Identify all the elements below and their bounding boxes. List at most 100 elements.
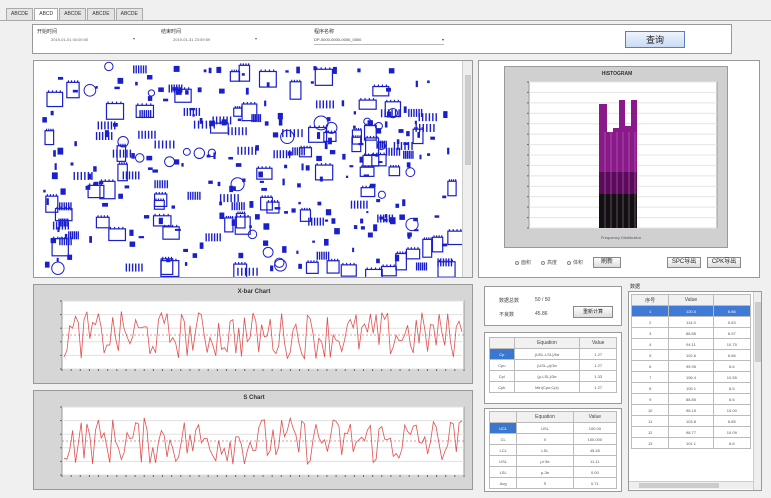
pin-mark bbox=[368, 185, 371, 188]
table-header-cell bbox=[489, 337, 515, 349]
data-list-hscrollbar-thumb[interactable] bbox=[639, 483, 719, 488]
table-row[interactable]: 8 105.1 8.5 bbox=[630, 382, 752, 394]
connector-pin bbox=[215, 116, 218, 125]
pcb-layout-panel[interactable] bbox=[33, 60, 473, 278]
table-row[interactable]: UCL USL 100.00 bbox=[488, 422, 618, 434]
refresh-button[interactable]: 刷新 bbox=[593, 257, 621, 268]
pin-mark bbox=[48, 128, 50, 131]
tab-3[interactable]: ABCDE bbox=[59, 8, 87, 20]
pin-mark bbox=[161, 192, 163, 195]
spc-export-button[interactable]: SPC导出 bbox=[667, 257, 701, 268]
table-row[interactable]: 2 114.0 5.83 bbox=[630, 316, 752, 328]
pad-mark bbox=[384, 214, 388, 218]
pad-mark bbox=[272, 132, 279, 138]
connector-pin bbox=[381, 140, 384, 149]
calendar-dropdown-icon[interactable]: ▾ bbox=[255, 36, 258, 41]
metric-radio-area[interactable]: 面积 bbox=[515, 259, 531, 266]
pin-mark bbox=[300, 145, 302, 148]
connector-pin bbox=[69, 231, 72, 240]
table-cell: 100.00 bbox=[572, 422, 618, 434]
recalculate-button[interactable]: 重新计算 bbox=[573, 306, 613, 318]
table-row[interactable]: 12 98.77 10.09 bbox=[630, 426, 752, 438]
connector-pin bbox=[397, 141, 399, 150]
table-row[interactable]: 4 94.11 10.75 bbox=[630, 338, 752, 350]
program-select[interactable]: DP-0000-0000-0000_0000 ▾ bbox=[314, 37, 444, 45]
table-row[interactable]: 11 103.8 6.85 bbox=[630, 415, 752, 427]
chip-outline bbox=[233, 107, 243, 117]
metric-radio-height[interactable]: 高度 bbox=[541, 259, 557, 266]
pin-mark bbox=[97, 215, 99, 218]
table-row[interactable]: Cpu (USL-μ)/3σ 1.27 bbox=[489, 359, 617, 371]
pin-mark bbox=[73, 80, 76, 83]
table-cell: 101.1 bbox=[668, 437, 714, 449]
table-row[interactable]: LCL LSL 45.45 bbox=[488, 444, 618, 456]
connector-pin bbox=[415, 262, 418, 271]
tab-4[interactable]: ABCDE bbox=[87, 8, 115, 20]
start-time-field[interactable]: 2019-01-01 00:00:00 bbox=[51, 37, 89, 42]
pin-mark bbox=[112, 179, 114, 182]
connector-pin bbox=[201, 120, 204, 129]
table-row[interactable]: LSL μ-3σ 0.00 bbox=[488, 466, 618, 478]
connector-pin bbox=[429, 123, 432, 132]
table-row[interactable]: 5 102.6 6.66 bbox=[630, 349, 752, 361]
pin-mark bbox=[368, 98, 370, 101]
table-row[interactable]: 3 88.85 6.97 bbox=[630, 327, 752, 339]
query-button[interactable]: 查询 bbox=[625, 31, 685, 48]
connector-pin bbox=[101, 132, 104, 141]
pad-mark bbox=[143, 215, 150, 219]
pin-mark bbox=[392, 164, 394, 167]
table-row[interactable]: 6 95.95 6.6 bbox=[630, 360, 752, 372]
chip-outline bbox=[238, 64, 251, 82]
connector-pin bbox=[158, 140, 160, 149]
pad-mark bbox=[414, 120, 417, 125]
pin-mark bbox=[268, 69, 271, 72]
table-row[interactable]: 1 120.0 6.86 bbox=[630, 305, 752, 317]
connector-pin bbox=[276, 150, 278, 159]
pcb-scrollbar-thumb[interactable] bbox=[465, 75, 471, 165]
tab-1[interactable]: ABCDE bbox=[6, 8, 34, 20]
connector-pin bbox=[178, 84, 180, 93]
cpk-export-button[interactable]: CPK导出 bbox=[707, 257, 741, 268]
tab-5[interactable]: ABCDE bbox=[115, 8, 143, 20]
table-row[interactable]: 7 106.4 10.55 bbox=[630, 371, 752, 383]
connector-pin bbox=[445, 258, 447, 267]
pin-mark bbox=[236, 106, 238, 109]
end-time-field[interactable]: 2019-01-31 23:59:59 bbox=[173, 37, 211, 42]
pcb-canvas[interactable] bbox=[34, 61, 462, 277]
connector-pin bbox=[154, 140, 156, 149]
pin-mark bbox=[329, 163, 331, 166]
table-row[interactable]: CL X 100.000 bbox=[488, 433, 618, 445]
table-row[interactable]: 13 101.1 6.6 bbox=[630, 437, 752, 449]
data-list-scrollbar[interactable] bbox=[753, 292, 761, 490]
calendar-dropdown-icon[interactable]: ▾ bbox=[133, 36, 136, 41]
metric-radio-volume[interactable]: 体积 bbox=[567, 259, 583, 266]
table-row[interactable]: Cpl (μ-LSL)/3σ 1.33 bbox=[489, 370, 617, 382]
pad-mark bbox=[237, 118, 242, 121]
table-cell: 13 bbox=[630, 437, 670, 449]
table-row[interactable]: USL μ+3σ 11.11 bbox=[488, 455, 618, 467]
pin-mark bbox=[316, 260, 318, 263]
connector-pin bbox=[61, 202, 63, 211]
pad-mark bbox=[332, 66, 337, 74]
connector-pin bbox=[161, 140, 164, 149]
pin-mark bbox=[125, 162, 128, 165]
data-list-scrollbar-thumb[interactable] bbox=[755, 302, 761, 362]
table-cell: 6.6 bbox=[712, 360, 752, 372]
pin-mark bbox=[164, 192, 166, 195]
pin-mark bbox=[50, 128, 52, 131]
tab-2[interactable]: ABCD bbox=[34, 8, 59, 21]
table-cell: Min(Cpu,Cpl) bbox=[513, 381, 581, 393]
table-cell: 1.33 bbox=[579, 370, 617, 382]
connector-pin bbox=[380, 109, 383, 118]
data-list-hscrollbar[interactable] bbox=[629, 481, 753, 489]
table-row[interactable]: Cp (USL-LSL)/6σ 1.27 bbox=[489, 348, 617, 360]
table-row[interactable]: Cpk Min(Cpu,Cpl) 1.27 bbox=[489, 381, 617, 393]
pad-mark bbox=[57, 226, 60, 233]
table-cell: 5 bbox=[630, 349, 670, 361]
pcb-scrollbar[interactable] bbox=[462, 61, 472, 277]
table-row[interactable]: Avg X̄ 0.71 bbox=[488, 477, 618, 489]
pad-mark bbox=[284, 164, 288, 169]
table-row[interactable]: 10 96.15 10.00 bbox=[630, 404, 752, 416]
pin-mark bbox=[373, 135, 375, 138]
table-row[interactable]: 9 88.85 6.6 bbox=[630, 393, 752, 405]
